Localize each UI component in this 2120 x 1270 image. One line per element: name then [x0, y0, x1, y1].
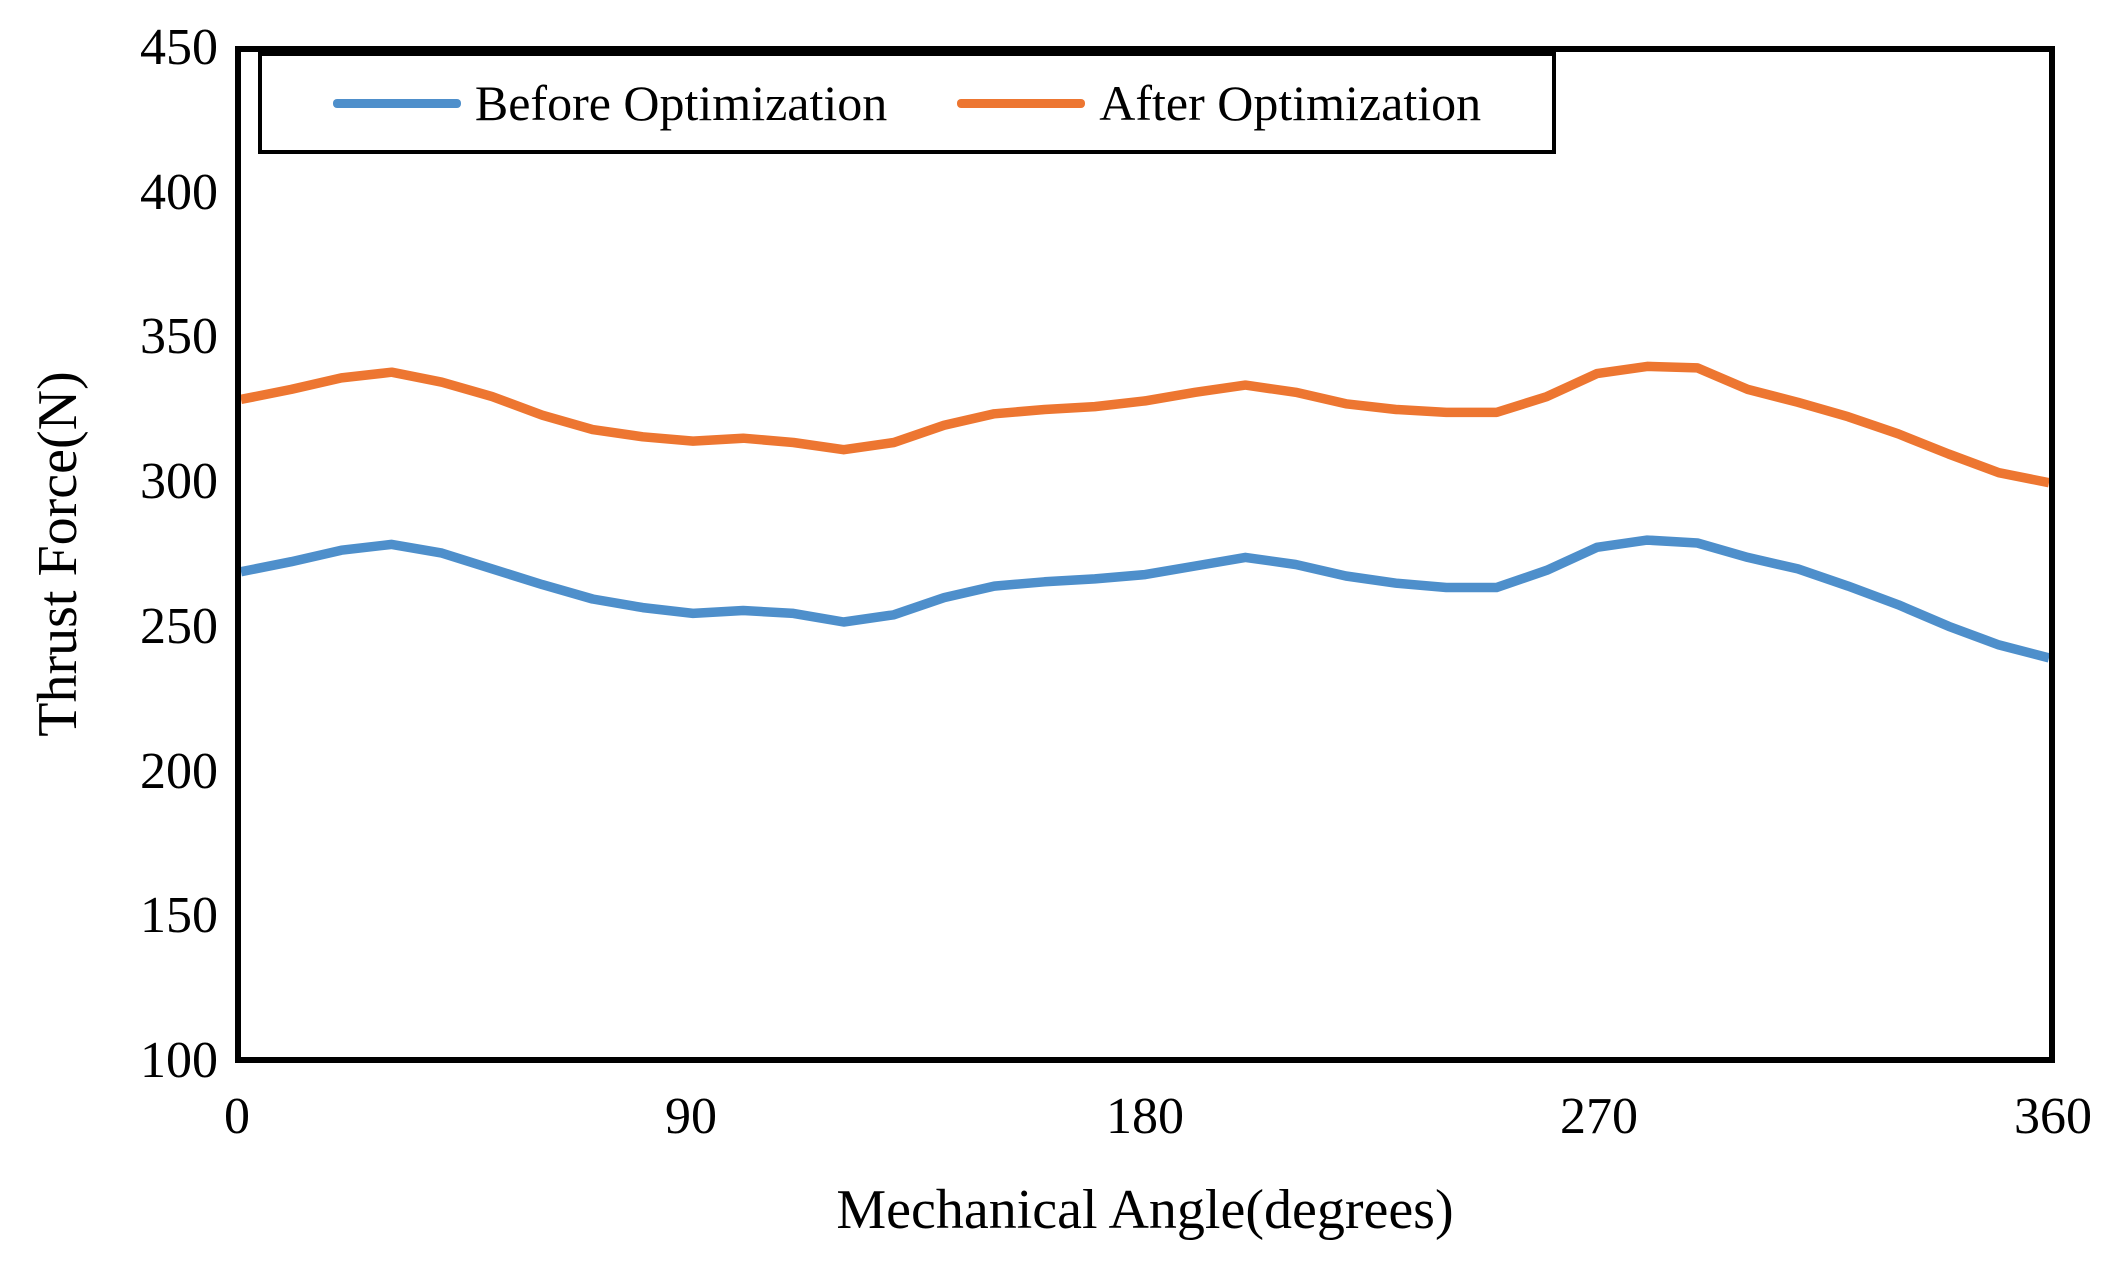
y-tick-label: 400 — [140, 163, 218, 221]
x-tick-label: 0 — [224, 1088, 250, 1145]
y-axis-title: Thrust Force(N) — [27, 371, 89, 737]
legend-entry-before: Before Optimization — [332, 75, 888, 131]
legend-entry-after: After Optimization — [957, 78, 1481, 128]
x-tick-label: 360 — [2014, 1088, 2092, 1145]
x-axis-title: Mechanical Angle(degrees) — [836, 1179, 1454, 1241]
plot-area — [235, 46, 2055, 1063]
x-tick-label: 180 — [1106, 1088, 1184, 1145]
y-tick-label: 150 — [140, 887, 218, 945]
legend-swatch-before-icon — [332, 98, 461, 108]
x-tick-label: 270 — [1560, 1088, 1638, 1145]
legend-swatch-after-icon — [957, 98, 1086, 108]
x-tick-label: 90 — [665, 1088, 717, 1145]
y-tick-label: 100 — [140, 1032, 218, 1089]
y-tick-label: 300 — [140, 453, 218, 511]
plot-lines-svg — [241, 361, 2049, 663]
y-tick-label: 250 — [140, 597, 218, 655]
legend: Before Optimization After Optimization — [258, 52, 1556, 154]
series-line-after-optimization — [241, 361, 2049, 488]
legend-label-before: Before Optimization — [474, 75, 888, 131]
y-tick-label: 350 — [140, 308, 218, 366]
legend-label-after: After Optimization — [1099, 75, 1482, 131]
series-line-before-optimization — [241, 535, 2049, 663]
y-tick-label: 200 — [140, 742, 218, 800]
y-tick-label: 450 — [140, 19, 218, 76]
